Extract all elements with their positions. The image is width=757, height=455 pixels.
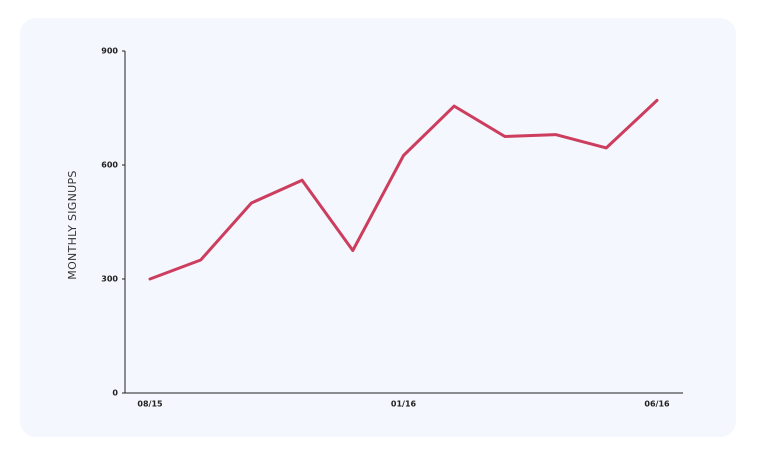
y-tick-label: 0 (112, 389, 118, 398)
y-tick-label: 300 (101, 275, 118, 284)
x-tick-label: 08/15 (137, 400, 163, 409)
card (20, 18, 736, 437)
y-axis-title: MONTHLY SIGNUPS (66, 170, 79, 279)
signups-line (148, 98, 659, 281)
y-tick-label: 900 (101, 47, 118, 56)
x-tick-label: 06/16 (644, 400, 670, 409)
y-tick-label: 600 (101, 161, 118, 170)
x-tick-label: 01/16 (391, 400, 417, 409)
